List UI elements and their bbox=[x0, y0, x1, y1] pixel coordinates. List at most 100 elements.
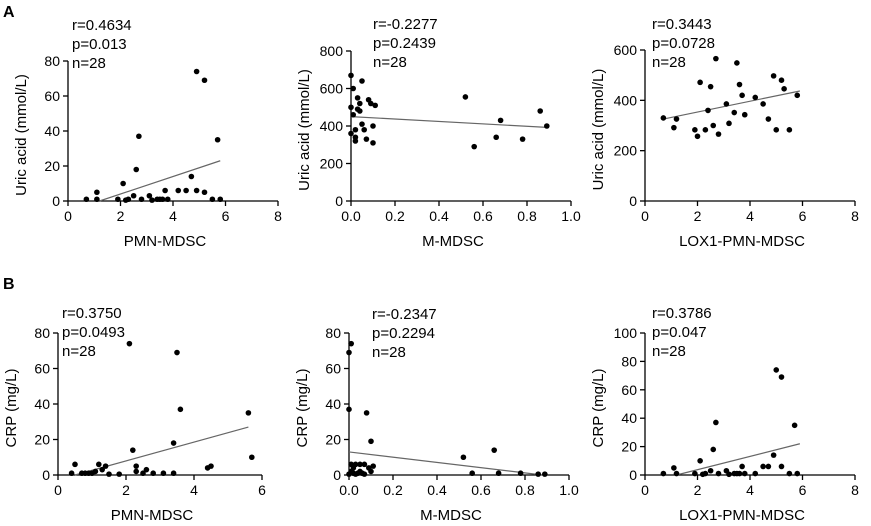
data-point bbox=[133, 468, 139, 475]
data-point bbox=[760, 463, 766, 470]
data-point bbox=[537, 108, 543, 114]
data-point bbox=[83, 196, 90, 203]
regression-line bbox=[350, 116, 550, 129]
data-point bbox=[149, 197, 155, 203]
x-axis-label: PMN-MDSC bbox=[124, 233, 207, 250]
x-tick-label: 8 bbox=[851, 482, 859, 498]
y-axis-label: Uric acid (mmol/L) bbox=[296, 69, 313, 191]
data-point bbox=[791, 422, 798, 429]
data-point bbox=[160, 470, 167, 477]
data-point bbox=[348, 130, 354, 137]
data-point bbox=[348, 72, 354, 79]
data-point bbox=[519, 136, 526, 142]
x-tick-label: 0.8 bbox=[515, 482, 535, 498]
x-tick-label: 4 bbox=[746, 482, 754, 498]
data-point bbox=[705, 107, 711, 114]
data-point bbox=[116, 471, 122, 477]
data-point bbox=[462, 94, 469, 100]
data-point bbox=[660, 470, 667, 477]
x-tick-label: 0.2 bbox=[385, 208, 405, 224]
x-tick-label: 0.0 bbox=[339, 482, 359, 498]
y-tick-label: 20 bbox=[44, 158, 60, 174]
y-tick-label: 80 bbox=[325, 325, 341, 341]
stat-label: p=0.2439 bbox=[373, 35, 436, 52]
x-axis-label: LOX1-PMN-MDSC bbox=[679, 233, 805, 250]
data-point bbox=[136, 133, 142, 140]
stat-label: r=0.3786 bbox=[652, 305, 712, 322]
data-point bbox=[702, 127, 709, 133]
y-tick-label: 60 bbox=[44, 88, 60, 104]
x-axis-label: M-MDSC bbox=[422, 233, 484, 250]
data-point bbox=[143, 466, 150, 473]
y-axis-label: CRP (mg/L) bbox=[590, 369, 607, 448]
data-point bbox=[710, 122, 717, 129]
data-point bbox=[208, 463, 214, 469]
data-point bbox=[765, 463, 772, 470]
x-axis-label: LOX1-PMN-MDSC bbox=[679, 507, 805, 524]
stat-label: r=0.4634 bbox=[72, 17, 132, 34]
data-point bbox=[120, 180, 126, 187]
data-point bbox=[68, 470, 75, 477]
data-point bbox=[359, 121, 365, 127]
stat-label: n=28 bbox=[372, 344, 406, 361]
data-point bbox=[697, 458, 703, 464]
stat-label: r=0.3750 bbox=[62, 305, 122, 322]
data-point bbox=[542, 471, 548, 477]
y-axis-label: Uric acid (mmol/L) bbox=[13, 74, 30, 196]
data-point bbox=[715, 470, 722, 477]
data-point bbox=[794, 470, 801, 477]
data-point bbox=[94, 196, 100, 203]
data-point bbox=[130, 447, 136, 453]
data-point bbox=[692, 470, 698, 477]
data-point bbox=[778, 463, 785, 470]
x-tick-label: 0.4 bbox=[427, 482, 447, 498]
y-tick-label: 40 bbox=[34, 396, 50, 412]
chart-a2: 0.0 0.2 0.4 0.6 0.8 1.0 0 200 400 600 800 M-MDSC Uri… bbox=[296, 16, 581, 250]
x-tick-label: 0 bbox=[64, 208, 72, 224]
data-point bbox=[99, 466, 105, 473]
data-point bbox=[350, 111, 357, 118]
data-point bbox=[770, 452, 777, 458]
data-point bbox=[469, 470, 476, 477]
x-tick-label: 1.0 bbox=[561, 208, 581, 224]
data-point bbox=[346, 406, 352, 413]
data-point bbox=[130, 192, 137, 199]
data-point bbox=[773, 367, 780, 373]
data-point bbox=[201, 77, 208, 84]
x-tick-label: 0 bbox=[54, 482, 62, 498]
data-point bbox=[794, 92, 801, 99]
data-point bbox=[770, 73, 777, 79]
regression-line bbox=[676, 443, 801, 476]
data-point bbox=[370, 463, 377, 469]
data-point bbox=[671, 465, 677, 471]
data-point bbox=[760, 101, 766, 107]
data-point bbox=[734, 60, 740, 66]
stat-label: n=28 bbox=[62, 343, 96, 360]
data-point bbox=[122, 197, 129, 203]
stat-label: n=28 bbox=[652, 54, 686, 71]
data-point bbox=[726, 120, 732, 127]
data-point bbox=[249, 454, 255, 461]
x-tick-label: 0 bbox=[641, 208, 649, 224]
data-point bbox=[357, 461, 363, 468]
data-point bbox=[170, 440, 177, 446]
y-axis-label: CRP (mg/L) bbox=[294, 369, 311, 448]
data-point bbox=[765, 116, 772, 122]
y-tick-label: 800 bbox=[320, 43, 344, 59]
y-tick-label: 40 bbox=[44, 123, 60, 139]
data-point bbox=[357, 108, 363, 114]
regression-line bbox=[99, 160, 221, 202]
data-point bbox=[245, 410, 252, 416]
data-point bbox=[209, 196, 216, 203]
y-tick-label: 20 bbox=[621, 439, 637, 455]
x-tick-label: 2 bbox=[122, 482, 130, 498]
y-axis-label: CRP (mg/L) bbox=[3, 369, 20, 448]
x-tick-label: 4 bbox=[169, 208, 177, 224]
y-tick-label: 20 bbox=[34, 432, 50, 448]
data-point bbox=[773, 127, 780, 133]
stat-label: n=28 bbox=[72, 55, 106, 72]
data-point bbox=[726, 471, 732, 478]
